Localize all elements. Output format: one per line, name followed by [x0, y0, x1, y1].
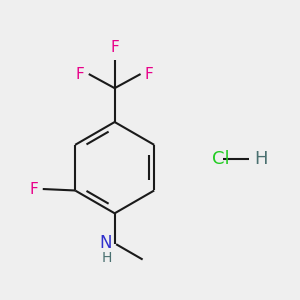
Text: F: F	[76, 67, 85, 82]
Text: H: H	[102, 251, 112, 265]
Text: Cl: Cl	[212, 150, 230, 168]
Text: F: F	[145, 67, 153, 82]
Text: H: H	[254, 150, 268, 168]
Text: N: N	[100, 234, 112, 252]
Text: F: F	[30, 182, 39, 196]
Text: F: F	[110, 40, 119, 55]
